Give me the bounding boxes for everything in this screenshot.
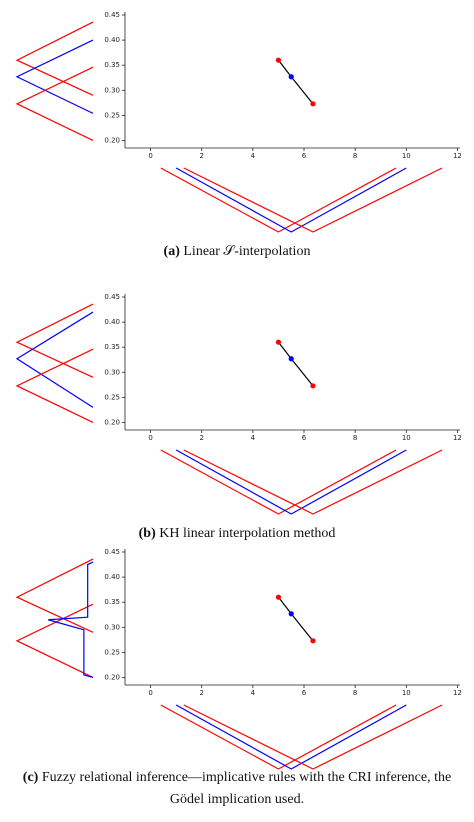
panel: 0.20 0.25 0.30 0.35 0.40 0.45 0 2 4 6 8 10 12 [15,293,462,515]
x-tick-label: 10 [402,152,411,160]
y-tick-label: 0.45 [104,293,120,301]
y-tick-label: 0.35 [104,598,120,606]
y-tick-label: 0.35 [104,61,120,69]
x-fuzzy-set [175,449,407,515]
x-tick-label: 6 [302,434,307,442]
caption-text: Fuzzy relational inference—implicative r… [41,770,452,807]
y-fuzzy-set [47,561,94,679]
panel: 0.20 0.25 0.30 0.35 0.40 0.45 0 2 4 6 8 10 12 [15,11,462,233]
x-tick-label: 0 [148,689,152,697]
y-tick-label: 0.20 [104,136,120,144]
x-tick-label: 12 [453,434,462,442]
point [275,339,282,345]
y-tick-label: 0.25 [104,648,120,656]
point [310,101,316,107]
interpolation-line [277,59,314,105]
x-tick-label: 10 [402,434,411,442]
x-fuzzy-set [183,167,443,233]
y-tick-label: 0.30 [104,623,120,631]
panel: 0.20 0.25 0.30 0.35 0.40 0.45 0 2 4 6 8 10 12 [15,548,462,770]
y-tick-label: 0.30 [104,86,120,94]
interpolation-line [277,596,314,642]
caption-text: Linear 𝒮-interpolation [183,244,311,259]
y-tick-label: 0.20 [104,673,120,681]
y-fuzzy-set [15,558,94,633]
x-tick-label: 2 [199,689,203,697]
x-tick-label: 2 [199,152,203,160]
point [310,383,316,389]
point [288,74,294,80]
point [310,638,316,644]
x-tick-label: 2 [199,434,203,442]
x-fuzzy-set [175,704,407,770]
y-tick-label: 0.25 [104,111,120,119]
y-tick-label: 0.30 [104,368,120,376]
point [275,594,282,600]
caption-label: (b) [138,526,156,541]
y-fuzzy-set [15,21,94,96]
point [288,611,294,617]
point [275,57,282,63]
caption-label: (a) [163,244,180,259]
x-tick-label: 12 [453,152,462,160]
x-fuzzy-set [183,449,443,515]
x-tick-label: 10 [402,689,411,697]
caption-text: KH linear interpolation method [159,526,336,541]
x-tick-label: 0 [148,152,152,160]
point [288,356,294,362]
x-tick-label: 8 [353,434,357,442]
y-tick-label: 0.35 [104,343,120,351]
caption: (b) KH linear interpolation method [17,523,457,545]
x-fuzzy-set [183,704,443,770]
caption: (c) Fuzzy relational inference—implicati… [17,767,457,811]
x-tick-label: 8 [353,152,357,160]
caption-label: (c) [22,770,39,785]
y-fuzzy-set [15,303,94,378]
y-tick-label: 0.40 [104,36,120,44]
interpolation-line [277,341,314,387]
x-fuzzy-set [160,167,397,233]
y-tick-label: 0.40 [104,318,120,326]
y-fuzzy-set [15,348,94,424]
x-tick-label: 4 [251,689,256,697]
x-tick-label: 12 [453,689,462,697]
x-tick-label: 6 [302,152,307,160]
caption: (a) Linear 𝒮-interpolation [17,241,457,263]
y-tick-label: 0.45 [104,11,120,19]
x-fuzzy-set [160,449,397,515]
y-tick-label: 0.20 [104,418,120,426]
y-tick-label: 0.25 [104,393,120,401]
y-tick-label: 0.45 [104,548,120,556]
y-fuzzy-set [15,311,94,408]
x-tick-label: 4 [251,434,256,442]
x-tick-label: 8 [353,689,357,697]
y-fuzzy-set [15,603,94,679]
x-fuzzy-set [175,167,407,233]
x-tick-label: 0 [148,434,152,442]
x-tick-label: 4 [251,152,256,160]
y-fuzzy-set [15,66,94,142]
y-fuzzy-set [15,39,94,114]
x-fuzzy-set [160,704,397,770]
x-tick-label: 6 [302,689,307,697]
y-tick-label: 0.40 [104,573,120,581]
